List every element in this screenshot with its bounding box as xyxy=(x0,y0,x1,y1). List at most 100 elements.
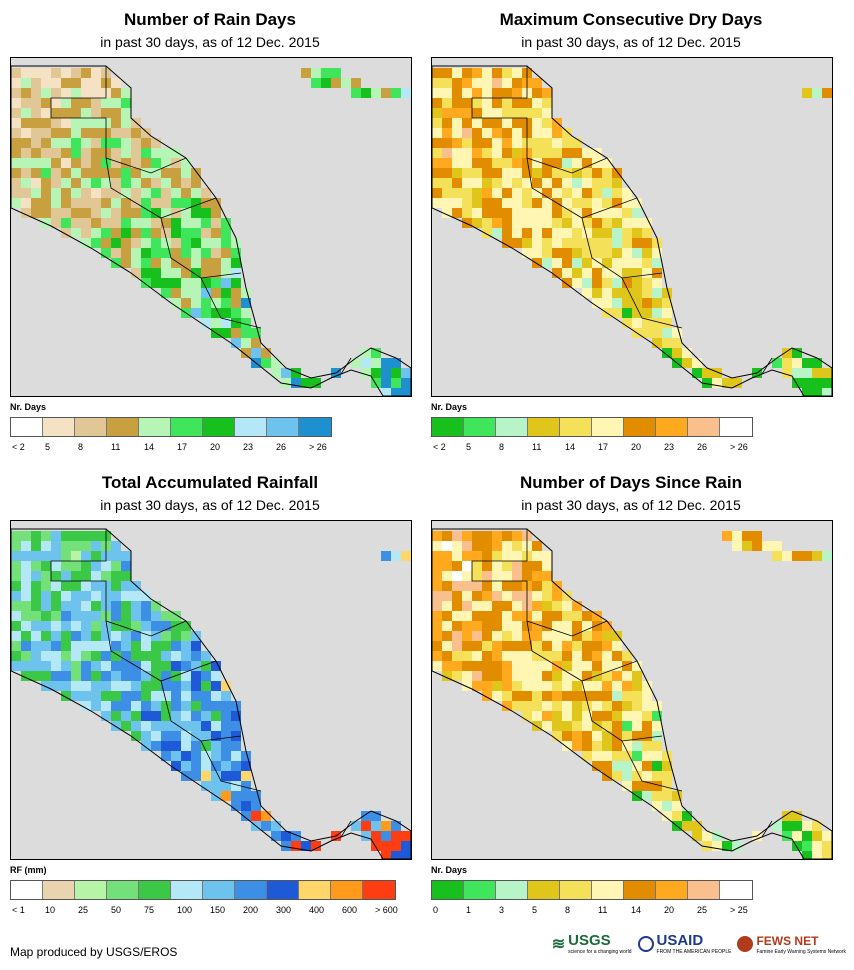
grid-cell xyxy=(121,721,131,731)
grid-cell xyxy=(131,158,141,168)
grid-cell xyxy=(251,338,261,348)
grid-cell xyxy=(612,248,622,258)
grid-cell xyxy=(81,218,91,228)
grid-cell xyxy=(542,701,552,711)
grid-cell xyxy=(522,691,532,701)
grid-cell xyxy=(512,148,522,158)
grid-cell xyxy=(381,551,391,561)
grid-cell xyxy=(41,108,51,118)
grid-cell xyxy=(652,701,662,711)
grid-cell xyxy=(442,208,452,218)
grid-cell xyxy=(111,581,121,591)
grid-cell xyxy=(71,551,81,561)
grid-cell xyxy=(662,298,672,308)
grid-cell xyxy=(712,378,722,388)
grid-cell xyxy=(211,701,221,711)
grid-cell xyxy=(311,78,321,88)
grid-cell xyxy=(21,671,31,681)
usgs-logo[interactable]: ≋ USGS science for a changing world xyxy=(552,932,632,955)
dry-days-map[interactable] xyxy=(431,57,833,397)
rain-days-map[interactable] xyxy=(10,57,412,397)
grid-cell xyxy=(81,118,91,128)
grid-cell xyxy=(261,358,271,368)
legend-tick-label: > 26 xyxy=(309,442,327,452)
grid-cell xyxy=(251,328,261,338)
rainfall-map[interactable] xyxy=(10,520,412,860)
grid-cell xyxy=(61,571,71,581)
grid-cell xyxy=(191,721,201,731)
grid-cell xyxy=(41,168,51,178)
grid-cell xyxy=(652,278,662,288)
country-border xyxy=(526,157,608,174)
fewsnet-logo[interactable]: FEWS NET Famine Early Warning Systems Net… xyxy=(737,932,846,955)
grid-cell xyxy=(442,198,452,208)
grid-cell xyxy=(161,681,171,691)
grid-cell xyxy=(51,641,61,651)
grid-cell xyxy=(31,581,41,591)
grid-cell xyxy=(61,208,71,218)
grid-cell xyxy=(632,751,642,761)
grid-cell xyxy=(31,591,41,601)
grid-cell xyxy=(432,601,442,611)
grid-cell xyxy=(161,278,171,288)
grid-cell xyxy=(542,98,552,108)
grid-cell xyxy=(381,388,391,396)
grid-cell xyxy=(632,278,642,288)
grid-cell xyxy=(221,238,231,248)
grid-cell xyxy=(442,641,452,651)
legend-swatch xyxy=(139,881,171,899)
grid-cell xyxy=(542,681,552,691)
grid-cell xyxy=(432,641,442,651)
grid-cell xyxy=(572,198,582,208)
usaid-logo[interactable]: USAID FROM THE AMERICAN PEOPLE xyxy=(637,932,731,955)
grid-cell xyxy=(532,238,542,248)
grid-cell xyxy=(181,641,191,651)
days-since-rain-map[interactable] xyxy=(431,520,833,860)
grid-cell xyxy=(171,761,181,771)
grid-cell xyxy=(121,88,131,98)
grid-cell xyxy=(582,218,592,228)
grid-cell xyxy=(201,701,211,711)
grid-cell xyxy=(181,178,191,188)
grid-cell xyxy=(101,691,111,701)
grid-cell xyxy=(592,188,602,198)
grid-cell xyxy=(502,218,512,228)
country-border xyxy=(340,357,352,375)
grid-cell xyxy=(822,378,832,388)
grid-cell xyxy=(91,671,101,681)
grid-cell xyxy=(482,551,492,561)
grid-cell xyxy=(492,591,502,601)
grid-cell xyxy=(632,681,642,691)
grid-cell xyxy=(522,158,532,168)
country-border xyxy=(526,157,638,219)
grid-cell xyxy=(241,761,251,771)
legend-tick-label: 75 xyxy=(144,905,155,915)
grid-cell xyxy=(31,631,41,641)
grid-cell xyxy=(552,711,562,721)
grid-cell xyxy=(201,731,211,741)
grid-cell xyxy=(562,731,572,741)
grid-cell xyxy=(622,258,632,268)
grid-cell xyxy=(602,198,612,208)
grid-cell xyxy=(582,158,592,168)
legend-swatch xyxy=(43,418,75,436)
grid-cell xyxy=(71,78,81,88)
grid-cell xyxy=(111,611,121,621)
country-border xyxy=(526,620,638,682)
grid-cell xyxy=(51,551,61,561)
grid-cell xyxy=(91,581,101,591)
grid-cell xyxy=(151,158,161,168)
legend-swatch xyxy=(496,881,528,899)
grid-cell xyxy=(442,591,452,601)
grid-cell xyxy=(572,621,582,631)
grid-cell xyxy=(462,571,472,581)
grid-cell xyxy=(542,711,552,721)
grid-cell xyxy=(512,238,522,248)
grid-cell xyxy=(522,208,532,218)
grid-cell xyxy=(81,691,91,701)
grid-cell xyxy=(492,691,502,701)
grid-cell xyxy=(171,701,181,711)
grid-cell xyxy=(101,711,111,721)
grid-cell xyxy=(221,701,231,711)
grid-cell xyxy=(452,601,462,611)
